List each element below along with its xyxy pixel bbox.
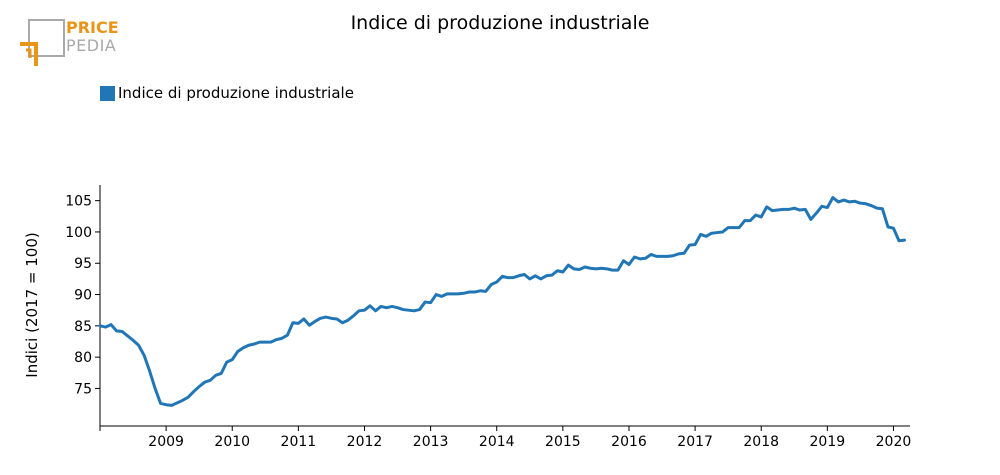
- x-axis: 2009 2010 2011 2012 2013 2014 2015 2016 2017 2018…: [99, 425, 912, 450]
- x-tick-label: 2009: [148, 434, 184, 450]
- x-tick-label: 2014: [479, 434, 515, 450]
- y-axis-label: Indici (2017 = 100): [23, 232, 41, 377]
- x-tick-label: 2016: [611, 434, 647, 450]
- y-tick-label: 75: [74, 381, 92, 397]
- chart-title: Indice di produzione industriale: [350, 12, 650, 34]
- x-tick-label: 2012: [347, 434, 383, 450]
- y-tick-label: 105: [65, 194, 92, 210]
- x-tick-label: 2017: [677, 434, 713, 450]
- pricepedia-logo: PRICE PEDIA: [20, 18, 130, 70]
- x-tick-label: 2010: [214, 434, 250, 450]
- chart-legend[interactable]: Indice di produzione industriale: [100, 84, 354, 102]
- logo-text-price: PRICE: [66, 18, 119, 37]
- x-tick-label: 2020: [876, 434, 912, 450]
- logo-text-pedia: PEDIA: [66, 36, 117, 55]
- legend-label: Indice di produzione industriale: [118, 84, 354, 102]
- y-axis: 75 80 85 90 95 100 105: [65, 185, 101, 426]
- logo-mark-icon: [20, 19, 65, 66]
- series-line[interactable]: [98, 196, 906, 407]
- y-tick-label: 90: [74, 288, 92, 304]
- x-tick-label: 2018: [743, 434, 779, 450]
- y-tick-label: 100: [65, 225, 92, 241]
- legend-swatch: [100, 85, 115, 101]
- y-tick-label: 95: [74, 256, 92, 272]
- x-tick-label: 2013: [413, 434, 449, 450]
- y-tick-label: 80: [74, 350, 92, 366]
- x-tick-label: 2019: [810, 434, 846, 450]
- x-tick-label: 2011: [281, 434, 317, 450]
- y-tick-label: 85: [74, 319, 92, 335]
- x-tick-label: 2015: [545, 434, 581, 450]
